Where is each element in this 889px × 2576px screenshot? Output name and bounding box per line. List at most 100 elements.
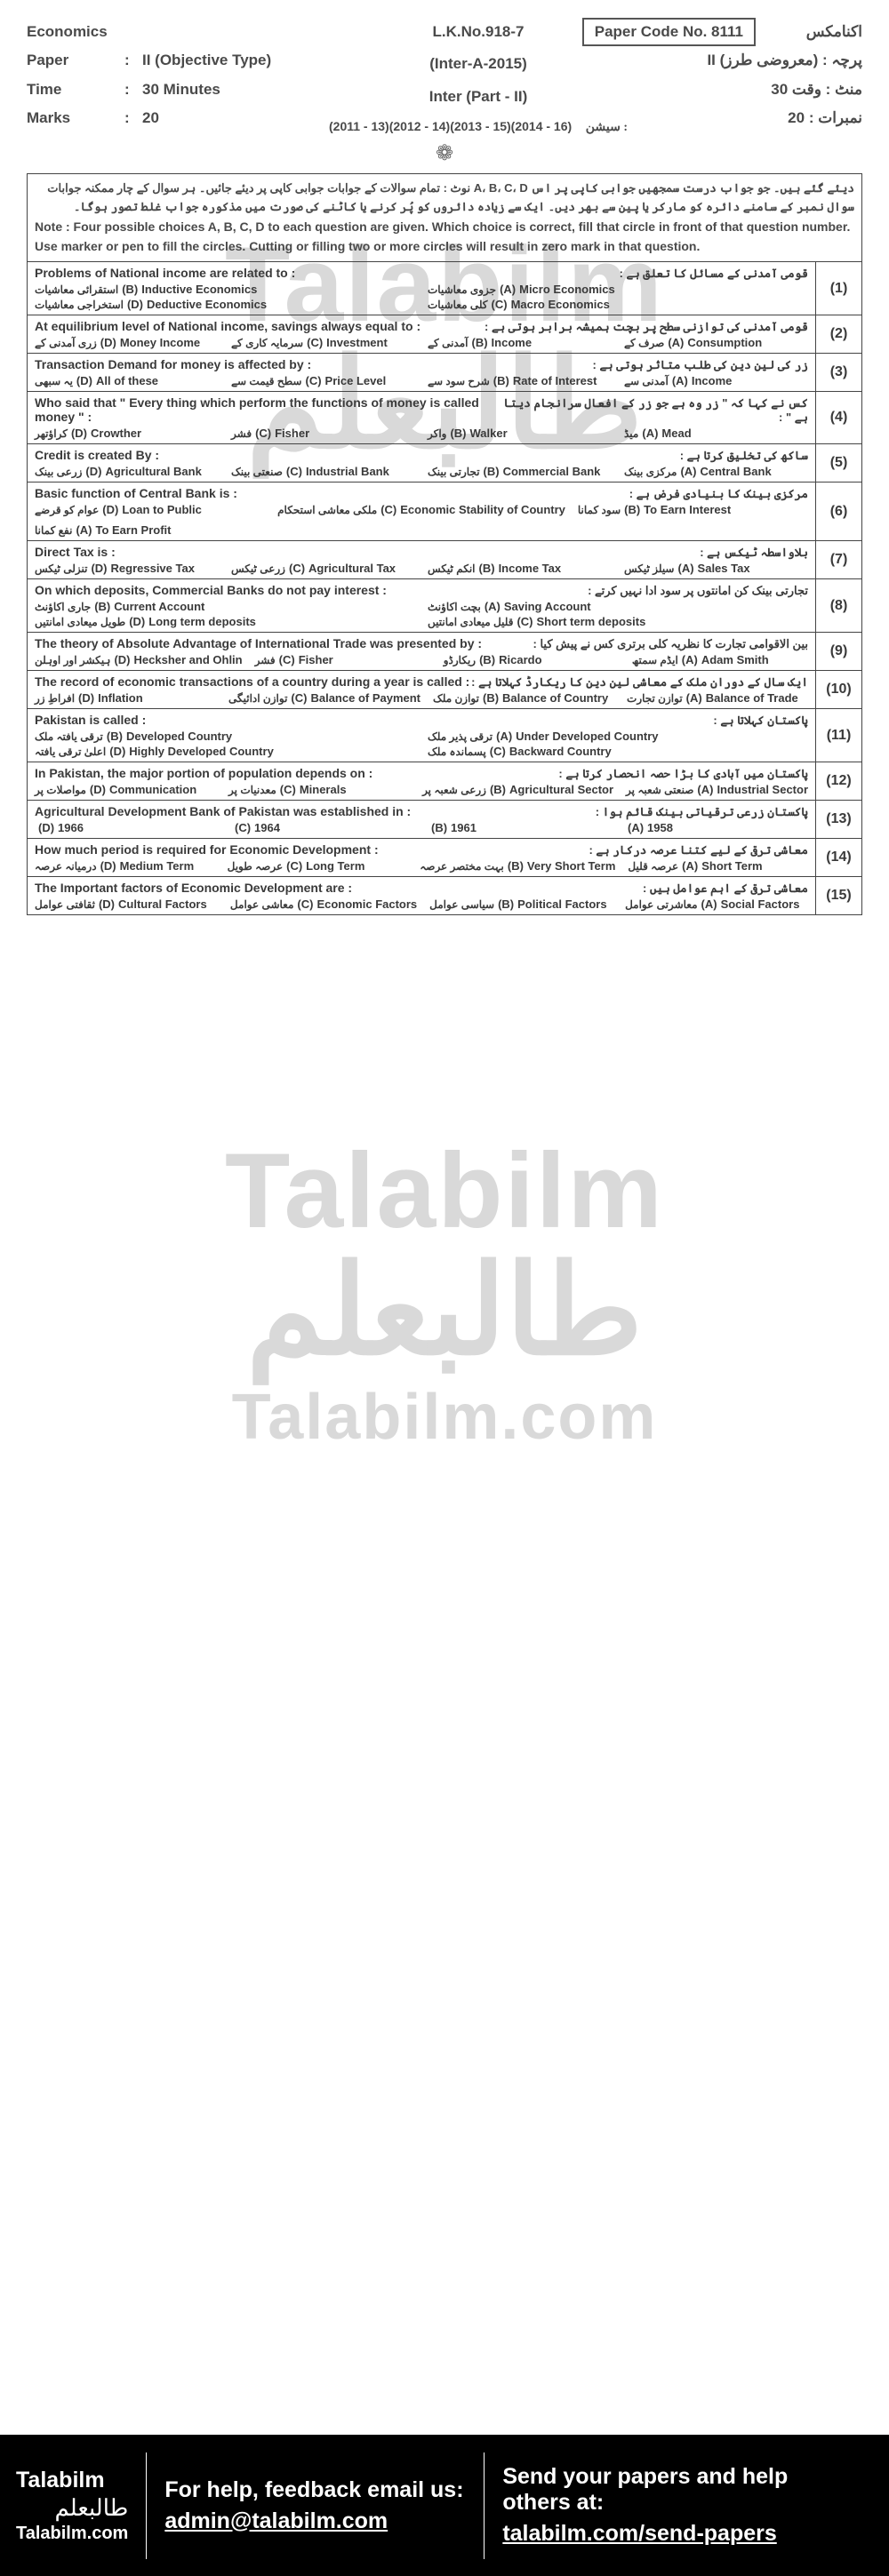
option: معاشرتی عوامل(A)Social Factors bbox=[625, 897, 808, 911]
option-marker: (A) bbox=[682, 653, 698, 666]
watermark-text-ur: طالبعلم bbox=[89, 1244, 800, 1381]
option-marker: (A) bbox=[682, 859, 698, 873]
option-text-en: Macro Economics bbox=[511, 298, 610, 311]
option-text-ur: زرعی شعبہ پر bbox=[422, 784, 486, 796]
options-line: استخراجی معاشیات(D)Deductive Economics کل… bbox=[35, 298, 808, 311]
subject-label-ur: اکنامکس bbox=[707, 18, 862, 46]
option-text-ur: سرمایہ کاری کے bbox=[231, 337, 303, 349]
option-marker: (A) bbox=[680, 465, 696, 478]
option-text-ur: توازن تجارت bbox=[627, 692, 683, 705]
option-marker: (B) bbox=[490, 783, 506, 796]
question-text-ur: کس نے کہا کہ " زر وہ ہے جو زر کے افعال س… bbox=[499, 396, 808, 425]
question-text-ur: قومی آمدنی کی توازنی سطح پر بچت ہمیشہ بر… bbox=[485, 320, 808, 334]
option: ایڈم سمتھ(A)Adam Smith bbox=[632, 653, 808, 666]
question-body: The Important factors of Economic Develo… bbox=[28, 877, 815, 914]
option-text-ur: کلی معاشیات bbox=[428, 299, 488, 311]
option: اعلیٰ ترقی یافتہ(D)Highly Developed Coun… bbox=[35, 745, 415, 758]
question-body: The record of economic transactions of a… bbox=[28, 671, 815, 708]
question-text-ur: تجارتی بینک کن امانتوں پر سود ادا نہیں ک… bbox=[588, 584, 808, 598]
option-text-ur: پسماندہ ملک bbox=[428, 746, 486, 758]
question-number: (11) bbox=[815, 709, 861, 762]
options-line: ترقی یافتہ ملک(B)Developed Countryترقی پ… bbox=[35, 730, 808, 743]
help-email-link[interactable]: admin@talabilm.com bbox=[164, 2508, 466, 2534]
options-line: زرعی بینک(D)Agricultural Bankصنعتی بینک(… bbox=[35, 465, 808, 478]
brand-name-en: Talabilm bbox=[16, 2468, 128, 2493]
option: صنعتی بینک(C)Industrial Bank bbox=[231, 465, 415, 478]
question-text-ur: معاشی ترقی کے اہم عوامل ہیں : bbox=[643, 881, 808, 896]
question-row: Basic function of Central Bank is :مرکزی… bbox=[28, 483, 861, 541]
option-text-en: Short Term bbox=[701, 859, 762, 873]
option-marker: (D) bbox=[38, 821, 54, 834]
option-text-ur: عرصہ قلیل bbox=[628, 860, 678, 873]
option-text-ur: معاشی عوامل bbox=[230, 898, 293, 911]
option-text-en: To Earn Interest bbox=[644, 503, 731, 516]
option-text-en: Loan to Public bbox=[122, 503, 202, 516]
option-text-en: Balance of Country bbox=[502, 691, 608, 705]
question-text-ur: پاکستان زرعی ترقیاتی بینک قائم ہوا : bbox=[596, 805, 808, 819]
option-text-en: Income bbox=[492, 336, 533, 349]
option-marker: (C) bbox=[289, 562, 305, 575]
option-marker: (B) bbox=[508, 859, 524, 873]
option-text-en: 1958 bbox=[647, 821, 673, 834]
question-text-en: At equilibrium level of National income,… bbox=[35, 319, 420, 333]
question-stem: On which deposits, Commercial Banks do n… bbox=[35, 583, 808, 598]
time-label: Time bbox=[27, 76, 124, 104]
paper-header: Economics Paper : II (Objective Type) Ti… bbox=[27, 18, 862, 133]
option-text-ur: انکم ٹیکس bbox=[428, 562, 476, 575]
send-papers-link[interactable]: talabilm.com/send-papers bbox=[502, 2521, 855, 2547]
option: صنعتی شعبہ پر(A)Industrial Sector bbox=[626, 783, 808, 796]
option: (A)1958 bbox=[624, 821, 808, 834]
option-text-ur: ملکی معاشی استحکام bbox=[277, 504, 377, 516]
option-text-en: Income Tax bbox=[499, 562, 562, 575]
option-text-en: Long Term bbox=[306, 859, 364, 873]
option-text-en: Agricultural Sector bbox=[509, 783, 613, 796]
option: ترقی یافتہ ملک(B)Developed Country bbox=[35, 730, 415, 743]
option: آمدنی سے(A)Income bbox=[624, 374, 808, 387]
question-stem: Pakistan is called :پاکستان کہلاتا ہے : bbox=[35, 713, 808, 728]
question-stem: Credit is created By :ساکھ کی تخلیق کرتا… bbox=[35, 448, 808, 463]
options-line: طویل میعادی امانتیں(D)Long term deposits… bbox=[35, 615, 808, 628]
option: فشر(C)Fisher bbox=[231, 427, 415, 440]
question-stem: Who said that " Every thing which perfor… bbox=[35, 395, 808, 425]
option-text-en: Cultural Factors bbox=[118, 897, 207, 911]
question-body: The theory of Absolute Advantage of Inte… bbox=[28, 633, 815, 670]
option: صرف کے(A)Consumption bbox=[624, 336, 808, 349]
question-body: In Pakistan, the major portion of popula… bbox=[28, 762, 815, 800]
option-text-ur: جزوی معاشیات bbox=[428, 283, 496, 296]
option: معدنیات پر(C)Minerals bbox=[228, 783, 410, 796]
option-text-en: 1966 bbox=[58, 821, 84, 834]
question-text-ur: زر کی لین دین کی طلب متاثر ہوتی ہے : bbox=[593, 358, 809, 372]
option-text-ur: ہیکشر اور اوہلن bbox=[35, 654, 110, 666]
send-lead-text: Send your papers and help others at: bbox=[502, 2464, 855, 2516]
question-text-en: Pakistan is called : bbox=[35, 713, 146, 727]
option: استخراجی معاشیات(D)Deductive Economics bbox=[35, 298, 415, 311]
option: درمیانہ عرصہ(D)Medium Term bbox=[35, 859, 215, 873]
option-text-ur: فشر bbox=[231, 427, 252, 440]
option-marker: (D) bbox=[109, 745, 125, 758]
option: ریکارڈو(B)Ricardo bbox=[444, 653, 620, 666]
options-line: (D)1966(C)1964(B)1961(A)1958 bbox=[35, 821, 808, 834]
question-stem: Problems of National income are related … bbox=[35, 266, 808, 281]
question-body: Pakistan is called :پاکستان کہلاتا ہے : ت… bbox=[28, 709, 815, 762]
question-row: Pakistan is called :پاکستان کہلاتا ہے : ت… bbox=[28, 709, 861, 762]
option-text-en: Income bbox=[692, 374, 733, 387]
option: عوام کو قرضے(D)Loan to Public bbox=[35, 503, 265, 516]
option: جاری اکاؤنٹ(B)Current Account bbox=[35, 600, 415, 613]
option-marker: (C) bbox=[297, 897, 313, 911]
question-number: (6) bbox=[815, 483, 861, 540]
option-text-en: Micro Economics bbox=[519, 283, 615, 296]
question-row: Who said that " Every thing which perfor… bbox=[28, 392, 861, 444]
option-marker: (B) bbox=[431, 821, 447, 834]
option: شرح سود سے(B)Rate of Interest bbox=[428, 374, 612, 387]
option-marker: (C) bbox=[235, 821, 251, 834]
option-marker: (B) bbox=[493, 374, 509, 387]
option-text-en: Price Level bbox=[325, 374, 387, 387]
header-left-block: Economics Paper : II (Objective Type) Ti… bbox=[27, 18, 271, 132]
option-marker: (D) bbox=[99, 897, 115, 911]
option: قلیل میعادی امانتیں(C)Short term deposit… bbox=[428, 615, 808, 628]
colon: : bbox=[124, 104, 142, 132]
question-row: Credit is created By :ساکھ کی تخلیق کرتا… bbox=[28, 444, 861, 483]
option: آمدنی کے(B)Income bbox=[428, 336, 612, 349]
option: ثقافتی عوامل(D)Cultural Factors bbox=[35, 897, 218, 911]
option: (B)1961 bbox=[428, 821, 612, 834]
